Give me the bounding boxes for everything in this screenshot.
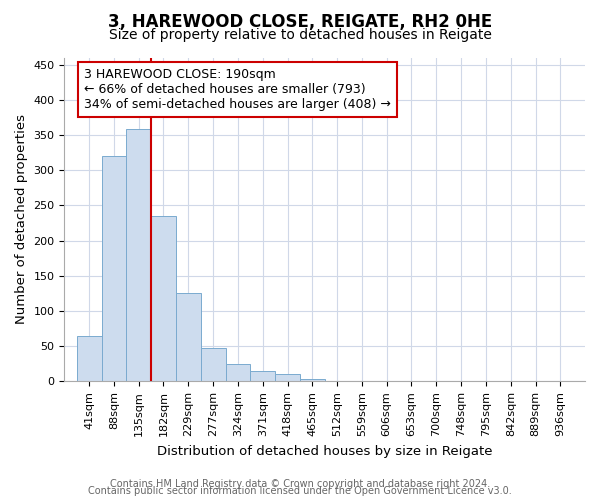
Text: 3 HAREWOOD CLOSE: 190sqm
← 66% of detached houses are smaller (793)
34% of semi-: 3 HAREWOOD CLOSE: 190sqm ← 66% of detach…	[84, 68, 391, 111]
Bar	[300, 379, 325, 382]
Bar	[399, 380, 424, 382]
Bar	[101, 156, 126, 382]
Bar	[226, 364, 250, 382]
Bar	[176, 294, 201, 382]
Text: Contains public sector information licensed under the Open Government Licence v3: Contains public sector information licen…	[88, 486, 512, 496]
Bar	[77, 336, 101, 382]
Text: Size of property relative to detached houses in Reigate: Size of property relative to detached ho…	[109, 28, 491, 42]
X-axis label: Distribution of detached houses by size in Reigate: Distribution of detached houses by size …	[157, 444, 493, 458]
Bar	[275, 374, 300, 382]
Bar	[548, 380, 572, 382]
Bar	[151, 216, 176, 382]
Bar	[449, 380, 473, 382]
Text: 3, HAREWOOD CLOSE, REIGATE, RH2 0HE: 3, HAREWOOD CLOSE, REIGATE, RH2 0HE	[108, 12, 492, 30]
Bar	[250, 371, 275, 382]
Bar	[126, 130, 151, 382]
Y-axis label: Number of detached properties: Number of detached properties	[15, 114, 28, 324]
Text: Contains HM Land Registry data © Crown copyright and database right 2024.: Contains HM Land Registry data © Crown c…	[110, 479, 490, 489]
Bar	[523, 380, 548, 382]
Bar	[201, 348, 226, 382]
